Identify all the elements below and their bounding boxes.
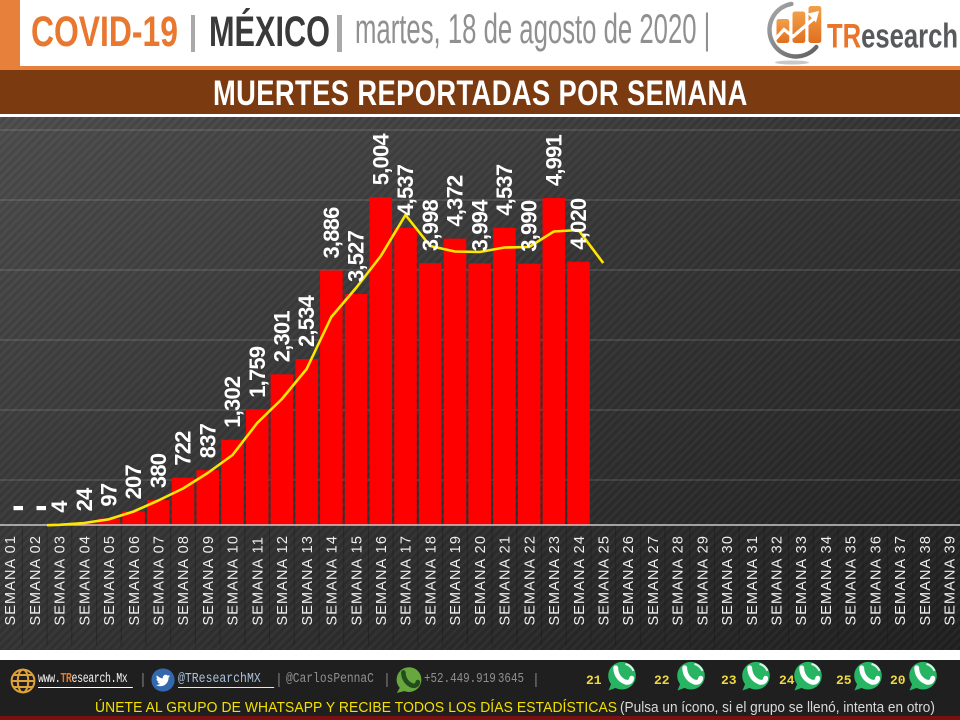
svg-text:207: 207: [121, 465, 146, 500]
svg-text:SEMANA 19: SEMANA 19: [448, 535, 464, 626]
svg-text:SEMANA 32: SEMANA 32: [770, 535, 786, 626]
svg-text:3,886: 3,886: [319, 207, 344, 259]
svg-text:SEMANA 10: SEMANA 10: [226, 535, 242, 626]
svg-text:SEMANA 14: SEMANA 14: [325, 535, 341, 626]
svg-text:SEMANA 12: SEMANA 12: [275, 535, 291, 626]
svg-text:SEMANA 39: SEMANA 39: [943, 535, 959, 626]
svg-text:SEMANA 09: SEMANA 09: [201, 535, 217, 626]
svg-text:837: 837: [195, 423, 220, 458]
svg-text:SEMANA 03: SEMANA 03: [53, 535, 69, 626]
svg-text:SEMANA 07: SEMANA 07: [152, 535, 168, 626]
svg-text:SEMANA 06: SEMANA 06: [127, 535, 143, 626]
svg-text:SEMANA 38: SEMANA 38: [918, 535, 934, 626]
svg-text:4,372: 4,372: [443, 175, 468, 227]
svg-text:SEMANA 15: SEMANA 15: [349, 535, 365, 626]
svg-text:380: 380: [146, 453, 171, 488]
svg-text:2,301: 2,301: [270, 311, 295, 363]
svg-text:3,527: 3,527: [344, 230, 369, 282]
svg-text:SEMANA 20: SEMANA 20: [473, 535, 489, 626]
svg-text:SEMANA 34: SEMANA 34: [819, 535, 835, 626]
svg-text:4,991: 4,991: [541, 134, 566, 186]
svg-text:3,994: 3,994: [467, 199, 492, 252]
svg-text:SEMANA 31: SEMANA 31: [745, 535, 761, 626]
svg-text:SEMANA 25: SEMANA 25: [597, 535, 613, 626]
svg-text:SEMANA 36: SEMANA 36: [868, 535, 884, 626]
svg-text:722: 722: [171, 431, 196, 466]
svg-text:TResearch: TResearch: [827, 18, 958, 56]
svg-text:SEMANA 13: SEMANA 13: [300, 535, 316, 626]
svg-text:SEMANA 29: SEMANA 29: [695, 535, 711, 626]
svg-text:SEMANA 27: SEMANA 27: [646, 535, 662, 626]
svg-text:SEMANA 05: SEMANA 05: [102, 535, 118, 626]
svg-text:3,990: 3,990: [517, 200, 542, 252]
svg-text:SEMANA 21: SEMANA 21: [498, 535, 514, 626]
svg-text:SEMANA 22: SEMANA 22: [522, 535, 538, 626]
svg-text:SEMANA 35: SEMANA 35: [844, 535, 860, 626]
svg-text:SEMANA 30: SEMANA 30: [720, 535, 736, 626]
svg-text:3,998: 3,998: [418, 199, 443, 251]
svg-text:SEMANA 01: SEMANA 01: [3, 535, 19, 626]
svg-text:SEMANA 17: SEMANA 17: [399, 535, 415, 626]
svg-text:2,534: 2,534: [294, 294, 319, 347]
svg-text:SEMANA 24: SEMANA 24: [572, 535, 588, 626]
svg-text:SEMANA 11: SEMANA 11: [250, 536, 266, 625]
svg-text:1,759: 1,759: [245, 346, 270, 398]
svg-text:4,537: 4,537: [393, 164, 418, 216]
svg-text:SEMANA 33: SEMANA 33: [794, 535, 810, 626]
svg-text:5,004: 5,004: [368, 133, 393, 186]
svg-text:SEMANA 28: SEMANA 28: [671, 535, 687, 626]
svg-text:4: 4: [47, 500, 72, 513]
svg-text:SEMANA 08: SEMANA 08: [176, 535, 192, 626]
svg-text:SEMANA 37: SEMANA 37: [893, 535, 909, 626]
svg-text:97: 97: [97, 483, 122, 506]
svg-text:SEMANA 23: SEMANA 23: [547, 535, 563, 626]
svg-text:4,537: 4,537: [492, 164, 517, 216]
svg-text:SEMANA 04: SEMANA 04: [77, 535, 93, 626]
svg-text:SEMANA 16: SEMANA 16: [374, 535, 390, 626]
svg-text:24: 24: [72, 487, 97, 511]
svg-text:1,302: 1,302: [220, 376, 245, 428]
svg-text:4,020: 4,020: [566, 198, 591, 250]
svg-text:SEMANA 18: SEMANA 18: [423, 535, 439, 626]
svg-text:SEMANA 02: SEMANA 02: [28, 535, 44, 626]
svg-text:SEMANA 26: SEMANA 26: [621, 535, 637, 626]
